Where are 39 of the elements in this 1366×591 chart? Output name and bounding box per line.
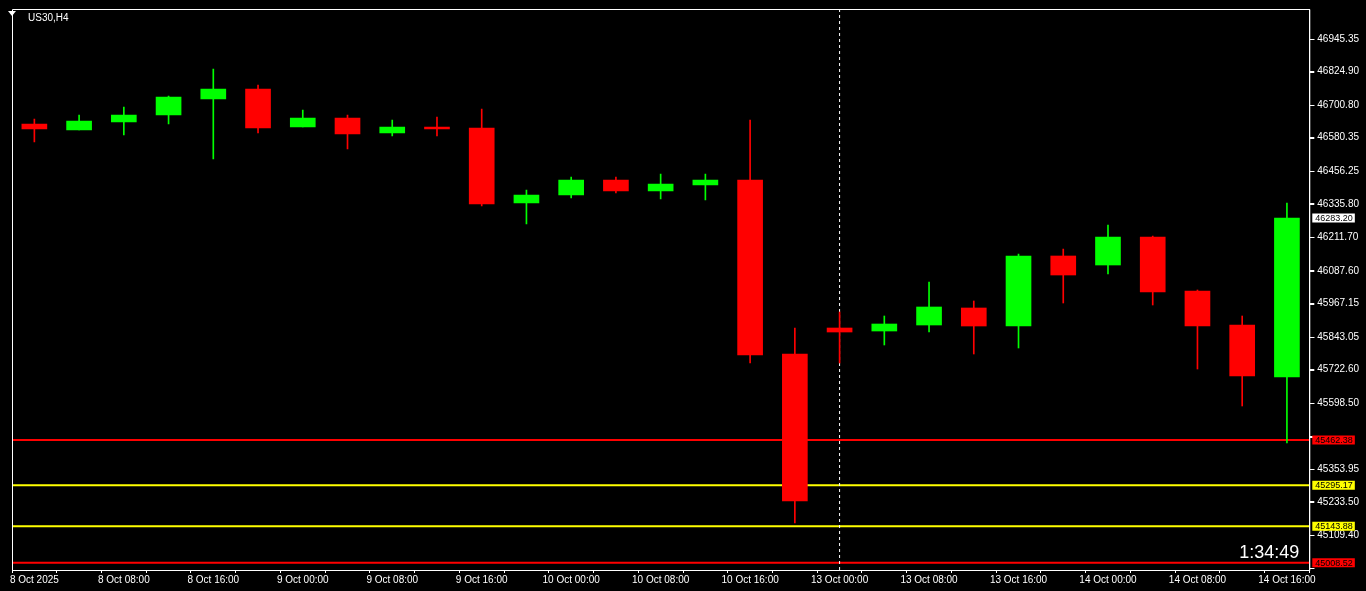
ref-line-label: 45143.88 [1315, 521, 1353, 532]
y-tick-label: 46945.35 [1317, 32, 1360, 44]
x-tick-label: 14 Oct 16:00 [1258, 573, 1316, 585]
x-tick-label: 14 Oct 00:00 [1079, 573, 1138, 585]
x-tick-label: 8 Oct 08:00 [97, 573, 151, 585]
text: 46283.20 [1315, 213, 1353, 224]
y-tick-label: 46211.70 [1317, 231, 1359, 243]
y-tick-label: 45233.50 [1317, 495, 1360, 507]
x-tick-label: 9 Oct 00:00 [276, 573, 330, 585]
x-tick-label: 13 Oct 08:00 [900, 573, 959, 585]
candlestick [200, 68, 227, 160]
y-tick-label: 46580.35 [1317, 131, 1360, 143]
y-tick-label: 46087.60 [1317, 264, 1360, 276]
candlestick [871, 315, 898, 346]
y-tick-label: 45967.15 [1317, 297, 1360, 309]
chart-title: US30,H4 [28, 11, 70, 23]
x-tick-label: 13 Oct 00:00 [810, 573, 869, 585]
x-tick-label: 9 Oct 08:00 [366, 573, 419, 585]
y-tick-label: 46824.90 [1317, 65, 1360, 77]
y-tick-label: 45353.95 [1317, 463, 1360, 475]
x-tick-label: 8 Oct 2025 [9, 573, 60, 585]
x-tick-label: 9 Oct 16:00 [455, 573, 508, 585]
y-tick-label: 46700.80 [1317, 98, 1360, 110]
y-tick-label: 46456.25 [1317, 165, 1360, 177]
x-tick-label: 8 Oct 16:00 [187, 573, 240, 585]
ref-line-label: 45462.38 [1315, 435, 1353, 445]
y-tick-label: 45109.40 [1317, 529, 1360, 541]
y-tick-label: 45843.05 [1317, 330, 1360, 342]
y-tick-label: 45598.50 [1317, 396, 1360, 408]
y-tick-label: 46335.80 [1317, 197, 1360, 209]
annotation: 1:34:49 [1239, 542, 1300, 562]
x-tick-label: 10 Oct 16:00 [721, 573, 780, 585]
x-tick-label: 14 Oct 08:00 [1168, 573, 1227, 585]
ref-line-label: 45295.17 [1315, 480, 1353, 491]
x-tick-label: 13 Oct 16:00 [989, 573, 1048, 585]
x-tick-label: 10 Oct 08:00 [632, 573, 690, 585]
x-tick-label: 10 Oct 00:00 [542, 573, 601, 585]
y-tick-label: 45722.60 [1317, 363, 1360, 375]
ref-line-label: 45008.52 [1315, 557, 1353, 568]
